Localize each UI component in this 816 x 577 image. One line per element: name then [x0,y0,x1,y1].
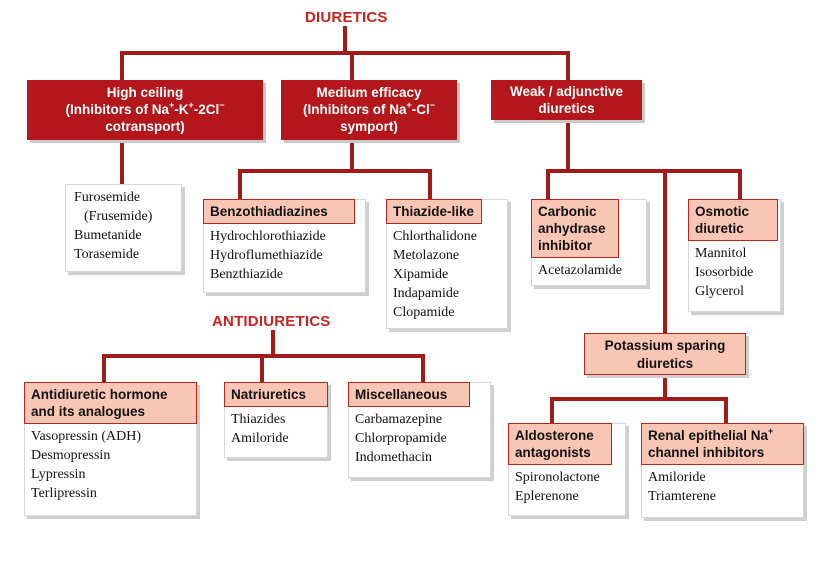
drug-item: Bumetanide [74,228,142,243]
drug-item: Mannitol [695,246,747,261]
weak-adjunctive-label: Weak / adjunctive [509,84,624,99]
drug-item: Indomethacin [355,450,432,465]
high-ceiling-box: High ceiling (Inhibitors of Na+-K+-2Cl− … [27,80,263,140]
benzothiadiazines-heading: Benzothiadiazines [203,199,355,224]
drug-item: Clopamide [393,305,455,320]
drug-item: Thiazides [231,412,286,427]
antidiuretics-connector [102,330,425,385]
drug-item: Indapamide [393,286,460,301]
high-ceiling-mechanism: (Inhibitors of Na+-K+-2Cl− [65,99,225,117]
medium-efficacy-mechanism-end: symport) [340,119,398,134]
drug-item: Triamterene [648,489,716,504]
osmotic-diuretic-card: Osmotic diuretic Mannitol Isosorbide Gly… [688,199,781,312]
natriuretics-card: Natriuretics Thiazides Amiloride [224,382,328,458]
renal-epithelial-heading: Renal epithelial Na+ channel inhibitors [641,423,804,465]
drug-item: Torasemide [74,247,140,262]
thiazide-like-card: Thiazide-like Chlorthalidone Metolazone … [386,199,508,329]
drug-item: Hydrochlorothiazide [210,229,326,244]
drug-item: Furosemide [74,190,141,205]
high-ceiling-label: High ceiling [106,85,184,100]
drug-item: Isosorbide [695,265,754,280]
carbonic-anhydrase-heading: Carbonic anhydrase inhibitor [531,199,619,258]
miscellaneous-heading: Miscellaneous [348,382,470,407]
drug-item: Chlorpropamide [355,431,447,446]
medium-efficacy-connector [238,138,432,201]
carbonic-anhydrase-card: Carbonic anhydrase inhibitor Acetazolami… [531,199,647,286]
medium-efficacy-label: Medium efficacy [316,85,422,100]
drug-item: Chlorthalidone [393,229,477,244]
drug-item: Glycerol [695,284,744,299]
medium-efficacy-box: Medium efficacy (Inhibitors of Na+-Cl− s… [281,80,457,140]
renal-epithelial-card: Renal epithelial Na+ channel inhibitors … [641,423,804,518]
drug-item: Amiloride [231,431,289,446]
natriuretics-heading: Natriuretics [224,382,328,407]
high-ceiling-drug-list: Furosemide (Frusemide) Bumetanide Torase… [65,184,182,272]
aldosterone-antagonists-heading: Aldosterone antagonists [508,423,612,465]
osmotic-diuretic-heading: Osmotic diuretic [688,199,778,241]
drug-item: Benzthiazide [210,267,284,282]
drug-item: Desmopressin [31,448,111,463]
antidiuretic-hormone-heading: Antidiuretic hormone and its analogues [24,382,197,424]
drug-item: Spironolactone [515,470,600,485]
antidiuretic-hormone-card: Antidiuretic hormone and its analogues V… [24,382,197,516]
drug-item: Acetazolamide [538,263,622,278]
potassium-sparing-box: Potassium sparing diuretics [584,333,746,375]
drug-item: Hydroflumethiazide [210,248,323,263]
drug-item: Carbamazepine [355,412,443,427]
drug-item: Terlipressin [31,486,97,501]
drug-item: Vasopressin (ADH) [31,429,142,444]
high-ceiling-mechanism-end: cotransport) [105,119,185,134]
drug-item: Xipamide [393,267,449,282]
drug-item: Amiloride [648,470,706,485]
medium-efficacy-mechanism: (Inhibitors of Na+-Cl− [302,99,436,117]
miscellaneous-card: Miscellaneous Carbamazepine Chlorpropami… [348,382,491,478]
weak-adjunctive-label-2: diuretics [538,101,595,116]
weak-connector [546,118,742,335]
drug-item: Metolazone [393,248,460,263]
aldosterone-antagonists-card: Aldosterone antagonists Spironolactone E… [508,423,626,516]
thiazide-like-heading: Thiazide-like [386,199,482,224]
weak-adjunctive-box: Weak / adjunctive diuretics [491,80,642,120]
benzothiadiazines-card: Benzothiadiazines Hydrochlorothiazide Hy… [203,199,366,293]
drug-item: Lypressin [31,467,86,482]
potassium-sparing-connector [550,372,728,425]
antidiuretics-title: ANTIDIURETICS [212,313,331,330]
diuretics-title: DIURETICS [305,9,388,26]
drug-item: (Frusemide) [84,209,153,224]
diuretics-connector [120,26,570,82]
drug-item: Eplerenone [515,489,579,504]
